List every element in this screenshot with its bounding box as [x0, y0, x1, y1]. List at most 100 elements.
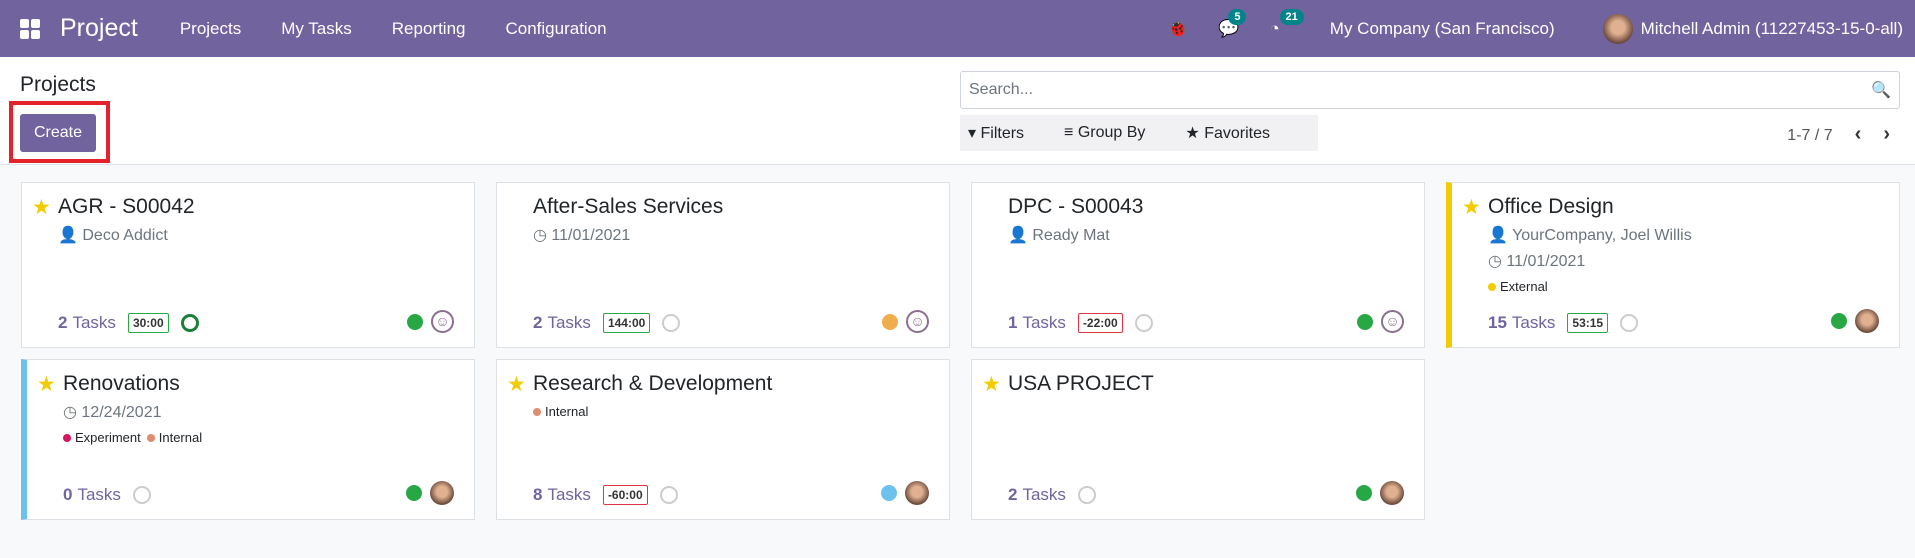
tag-label: Internal [545, 404, 589, 419]
tasks-label: Tasks [547, 313, 591, 332]
company-switcher[interactable]: My Company (San Francisco) [1329, 18, 1555, 38]
create-button[interactable]: Create [20, 114, 97, 152]
project-card[interactable]: ★ USA PROJECT 2 Tasks [971, 359, 1425, 520]
time-badge: -22:00 [1077, 313, 1123, 333]
search-input[interactable]: Search... 🔍 [960, 71, 1900, 109]
tasks-info: 1 Tasks -22:00 [1008, 313, 1153, 333]
project-tags: Internal [533, 404, 594, 419]
activity-clock-icon[interactable] [180, 314, 199, 332]
tasks-info: 2 Tasks 30:00 [58, 313, 199, 333]
pager-value[interactable]: 1-7 / 7 [1787, 127, 1833, 144]
clock-icon: ◷ [63, 404, 77, 421]
task-count: 8 [533, 485, 543, 504]
user-icon: 👤 [1008, 227, 1028, 244]
project-card[interactable]: ★ Research & Development Internal 8 Tasks -60… [496, 359, 950, 520]
favorite-star-icon[interactable]: ★ [37, 373, 56, 396]
favorites-button[interactable]: ★ Favorites [1185, 125, 1271, 142]
unassigned-smiley-icon[interactable]: ☺ [906, 310, 929, 333]
status-dot[interactable] [1831, 313, 1847, 329]
tag: Experiment [63, 430, 141, 445]
project-card[interactable]: DPC - S00043 👤 Ready Mat 1 Tasks -22:00 ☺ [971, 182, 1425, 348]
status-dot[interactable] [1357, 313, 1373, 330]
tasks-link[interactable]: 15 Tasks [1488, 313, 1555, 333]
tasks-link[interactable]: 2 Tasks [533, 313, 591, 333]
unassigned-smiley-icon[interactable]: ☺ [431, 310, 454, 333]
assignee-avatar[interactable] [430, 481, 454, 505]
tasks-label: Tasks [547, 485, 591, 504]
activities-badge: 21 [1279, 8, 1304, 25]
time-badge: 53:15 [1567, 313, 1609, 333]
date-value: 12/24/2021 [81, 404, 162, 421]
activity-clock-icon[interactable] [1134, 314, 1153, 332]
favorite-star-icon[interactable]: ★ [507, 373, 526, 396]
debug-bug-icon[interactable]: 🐞 [1167, 18, 1189, 38]
tasks-link[interactable]: 2 Tasks [58, 313, 116, 333]
time-badge: 30:00 [127, 313, 169, 333]
activities-clock-icon[interactable]: ◔ 21 [1270, 8, 1304, 39]
menu-my-tasks[interactable]: My Tasks [281, 18, 352, 38]
highlight-box [9, 101, 110, 163]
tasks-link[interactable]: 0 Tasks [63, 485, 121, 505]
project-card[interactable]: ★ Renovations ◷ 12/24/2021 Experiment Intern… [21, 359, 475, 520]
tasks-link[interactable]: 8 Tasks [533, 485, 591, 505]
status-dot[interactable] [407, 313, 423, 330]
project-card[interactable]: ★ AGR - S00042 👤 Deco Addict 2 Tasks 30:00 ☺ [21, 182, 475, 348]
messages-icon[interactable]: 💬 5 [1218, 8, 1247, 39]
previous-page-icon[interactable]: ‹ [1854, 123, 1862, 145]
customer-name: YourCompany, Joel Willis [1512, 227, 1692, 244]
menu-configuration[interactable]: Configuration [505, 18, 607, 38]
apps-menu-icon[interactable] [20, 18, 40, 39]
project-name[interactable]: After-Sales Services [533, 195, 724, 218]
next-page-icon[interactable]: › [1883, 123, 1890, 145]
project-date: ◷ 11/01/2021 [533, 225, 630, 245]
group-by-label: Group By [1077, 124, 1146, 141]
activity-clock-icon[interactable] [1077, 486, 1096, 504]
user-menu[interactable]: Mitchell Admin (11227453-15-0-all) [1640, 18, 1903, 38]
favorite-star-icon[interactable]: ★ [32, 196, 51, 219]
project-name[interactable]: Office Design [1488, 195, 1614, 218]
tasks-info: 0 Tasks [63, 485, 151, 505]
status-dot[interactable] [1356, 485, 1372, 501]
favorites-label: Favorites [1204, 125, 1271, 142]
tasks-link[interactable]: 2 Tasks [1008, 485, 1066, 505]
task-count: 2 [58, 313, 68, 332]
favorite-star-icon[interactable]: ★ [1462, 196, 1481, 219]
search-icon[interactable]: 🔍 [1871, 82, 1891, 99]
status-dot[interactable] [881, 485, 897, 501]
task-count: 2 [533, 313, 543, 332]
project-card[interactable]: After-Sales Services ◷ 11/01/2021 2 Tasks 14… [496, 182, 950, 348]
project-card[interactable]: ★ Office Design 👤 YourCompany, Joel Willis… [1446, 182, 1900, 348]
project-date: ◷ 11/01/2021 [1488, 251, 1585, 271]
clock-icon: ◷ [533, 227, 547, 244]
status-dot[interactable] [882, 313, 898, 330]
pager: 1-7 / 7 ‹ › [1787, 123, 1890, 146]
activity-clock-icon[interactable] [132, 486, 151, 504]
assignee-avatar[interactable] [1855, 309, 1879, 333]
user-avatar[interactable] [1602, 13, 1633, 44]
project-tags: Experiment Internal [63, 430, 208, 445]
tasks-info: 2 Tasks [1008, 485, 1096, 505]
favorite-star-icon[interactable]: ★ [982, 373, 1001, 396]
assignee-avatar[interactable] [1380, 481, 1404, 505]
activity-clock-icon[interactable] [662, 314, 681, 332]
filters-button[interactable]: ▾ Filters [968, 125, 1025, 142]
menu-reporting[interactable]: Reporting [391, 18, 466, 38]
tasks-link[interactable]: 1 Tasks [1008, 313, 1066, 333]
project-name[interactable]: AGR - S00042 [58, 195, 195, 218]
app-name[interactable]: Project [60, 14, 138, 42]
tag: Internal [146, 430, 202, 445]
project-name[interactable]: DPC - S00043 [1008, 195, 1144, 218]
unassigned-smiley-icon[interactable]: ☺ [1381, 310, 1404, 333]
project-name[interactable]: Research & Development [533, 372, 773, 395]
task-count: 15 [1488, 313, 1507, 332]
group-by-button[interactable]: ≡ Group By [1064, 124, 1146, 141]
project-name[interactable]: Renovations [63, 372, 180, 395]
activity-clock-icon[interactable] [1620, 314, 1639, 332]
tag-label: External [1500, 279, 1548, 294]
assignee-avatar[interactable] [905, 481, 929, 505]
menu-projects[interactable]: Projects [179, 18, 242, 38]
tasks-label: Tasks [1022, 485, 1066, 504]
project-name[interactable]: USA PROJECT [1008, 372, 1154, 395]
activity-clock-icon[interactable] [659, 486, 678, 504]
status-dot[interactable] [406, 485, 422, 501]
